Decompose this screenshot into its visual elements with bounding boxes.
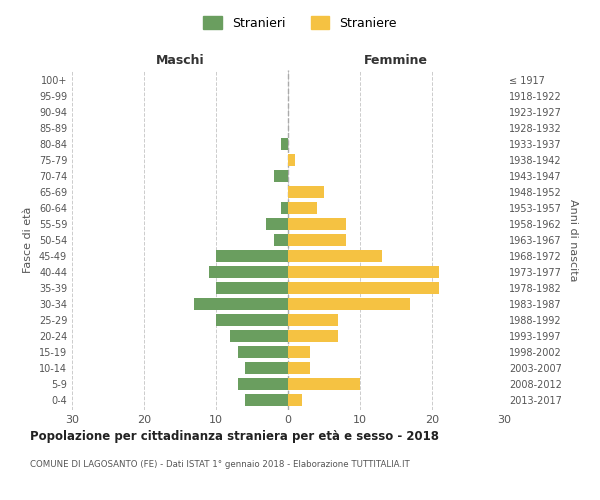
Bar — [288, 250, 382, 262]
Bar — [288, 266, 439, 278]
Bar — [288, 362, 310, 374]
Bar — [281, 202, 288, 214]
Bar — [216, 314, 288, 326]
Bar — [288, 218, 346, 230]
Bar — [288, 154, 295, 166]
Bar — [274, 170, 288, 182]
Bar — [288, 330, 338, 342]
Bar — [274, 234, 288, 246]
Text: COMUNE DI LAGOSANTO (FE) - Dati ISTAT 1° gennaio 2018 - Elaborazione TUTTITALIA.: COMUNE DI LAGOSANTO (FE) - Dati ISTAT 1°… — [30, 460, 410, 469]
Bar — [245, 394, 288, 406]
Bar — [216, 250, 288, 262]
Text: Popolazione per cittadinanza straniera per età e sesso - 2018: Popolazione per cittadinanza straniera p… — [30, 430, 439, 443]
Bar — [266, 218, 288, 230]
Bar — [288, 394, 302, 406]
Bar — [288, 298, 410, 310]
Bar — [238, 378, 288, 390]
Bar — [288, 314, 338, 326]
Y-axis label: Anni di nascita: Anni di nascita — [568, 198, 578, 281]
Bar — [288, 234, 346, 246]
Text: Maschi: Maschi — [155, 54, 205, 67]
Bar — [288, 202, 317, 214]
Bar — [288, 186, 324, 198]
Bar — [238, 346, 288, 358]
Bar — [209, 266, 288, 278]
Bar — [281, 138, 288, 150]
Text: Femmine: Femmine — [364, 54, 428, 67]
Legend: Stranieri, Straniere: Stranieri, Straniere — [198, 11, 402, 35]
Bar — [230, 330, 288, 342]
Y-axis label: Fasce di età: Fasce di età — [23, 207, 33, 273]
Bar — [216, 282, 288, 294]
Bar — [194, 298, 288, 310]
Bar — [288, 346, 310, 358]
Bar — [288, 378, 360, 390]
Bar — [245, 362, 288, 374]
Bar — [288, 282, 439, 294]
